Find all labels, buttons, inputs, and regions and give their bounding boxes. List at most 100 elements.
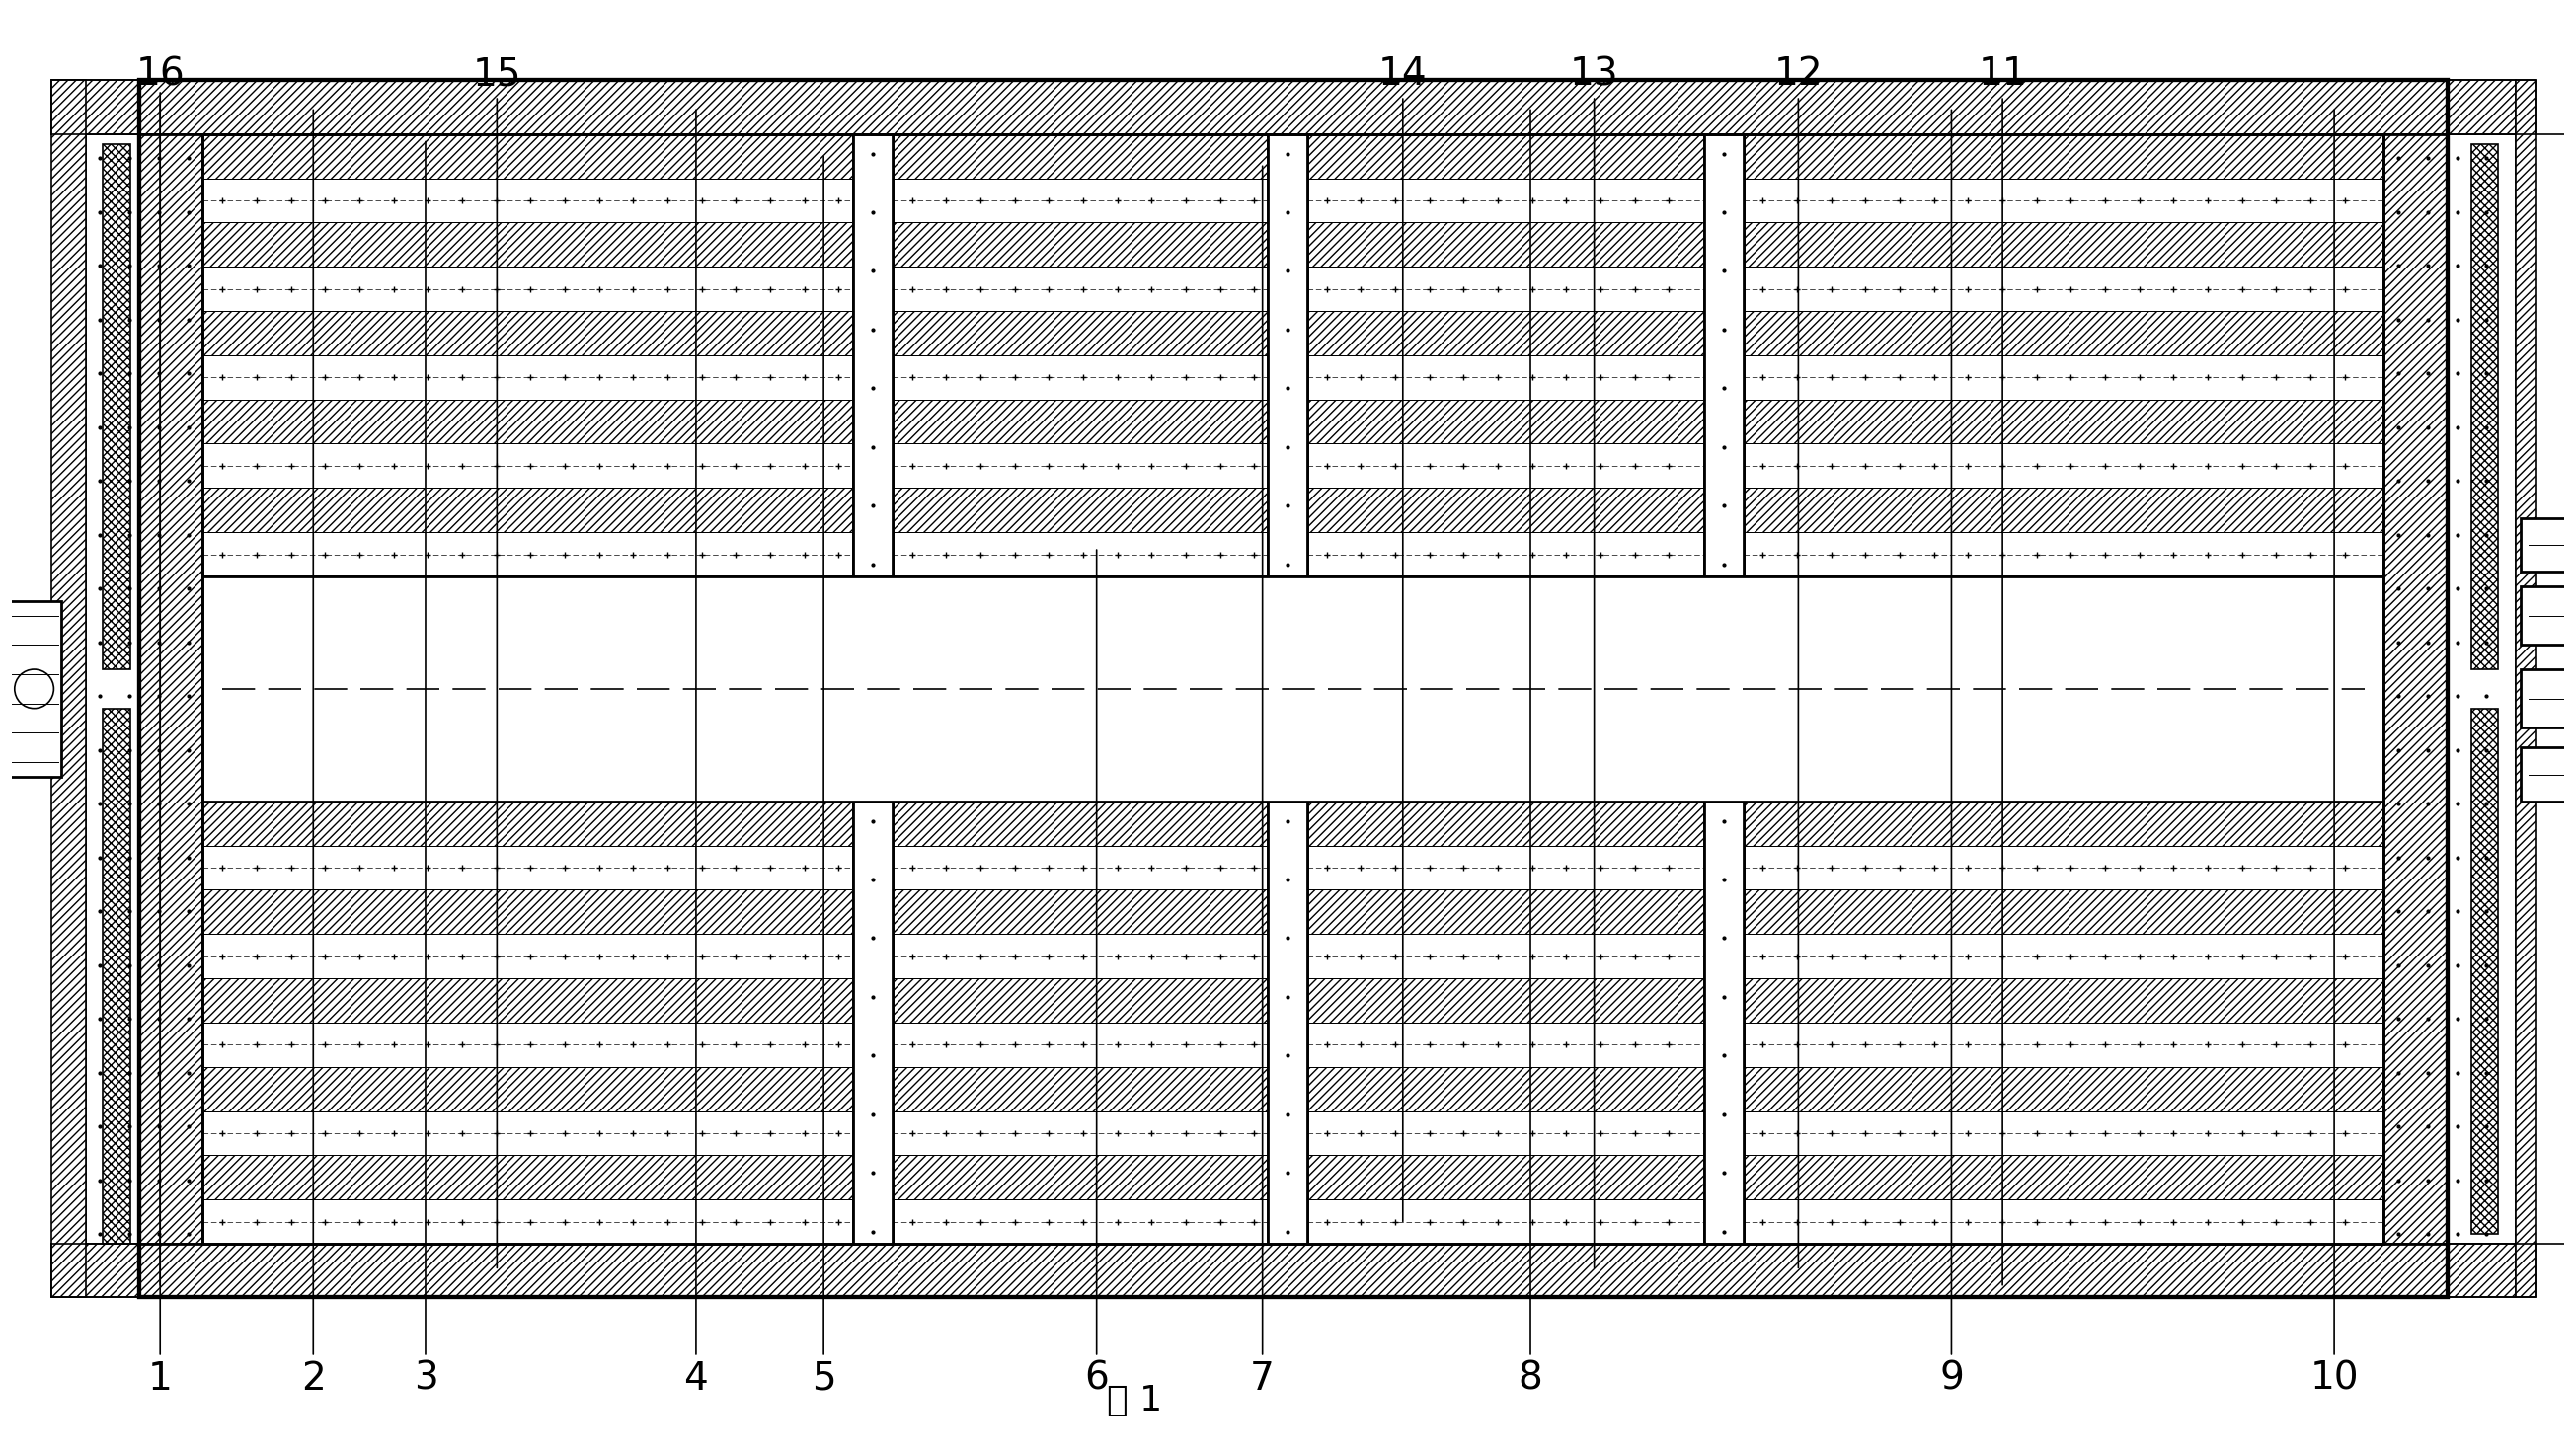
Bar — [1744, 1155, 2383, 1200]
Text: 13: 13 — [1569, 55, 1618, 1268]
Bar — [52, 80, 85, 1298]
Bar — [891, 443, 1267, 488]
Bar — [891, 267, 1267, 311]
Text: 图 1: 图 1 — [1108, 1383, 1162, 1417]
Text: 9: 9 — [1940, 110, 1963, 1398]
Bar — [1705, 134, 1744, 577]
Bar — [1306, 1067, 1705, 1112]
Bar — [204, 134, 853, 577]
Bar — [1306, 443, 1705, 488]
Bar — [891, 400, 1267, 443]
Text: 5: 5 — [811, 157, 835, 1398]
Bar — [891, 1155, 1267, 1200]
Text: 6: 6 — [1084, 549, 1108, 1398]
Bar — [103, 144, 131, 670]
Bar — [891, 134, 1267, 179]
Bar — [1744, 400, 2383, 443]
Bar — [2522, 517, 2576, 571]
Bar — [1744, 532, 2383, 577]
Text: 16: 16 — [137, 55, 185, 1284]
Bar — [1744, 889, 2383, 934]
Bar — [204, 267, 853, 311]
Bar — [204, 889, 853, 934]
Bar — [1744, 801, 2383, 1244]
Bar — [1306, 532, 1705, 577]
Bar — [204, 577, 2383, 801]
Bar — [891, 846, 1267, 889]
Bar — [2517, 80, 2535, 1298]
Bar — [891, 134, 1267, 577]
Bar — [204, 311, 853, 355]
Bar — [891, 222, 1267, 267]
Bar — [891, 978, 1267, 1023]
Bar — [204, 934, 853, 978]
Bar — [1306, 934, 1705, 978]
Bar — [1306, 978, 1705, 1023]
Bar — [204, 1067, 853, 1112]
Bar — [1744, 179, 2383, 222]
Bar — [204, 801, 853, 1244]
Bar — [891, 934, 1267, 978]
Bar — [1306, 134, 1705, 577]
Bar — [204, 222, 853, 267]
Bar — [204, 1023, 853, 1067]
Bar — [204, 134, 853, 179]
Bar — [1744, 1200, 2383, 1244]
Bar — [1744, 311, 2383, 355]
Bar — [1705, 801, 1744, 1244]
Bar — [1744, 978, 2383, 1023]
Text: 4: 4 — [683, 110, 708, 1398]
Bar — [85, 134, 204, 1244]
Bar — [52, 1244, 139, 1298]
Bar — [204, 978, 853, 1023]
Bar — [1744, 134, 2383, 577]
Bar — [139, 80, 2447, 1298]
Bar — [204, 846, 853, 889]
Text: 2: 2 — [301, 110, 325, 1398]
Bar — [204, 801, 853, 846]
Bar — [891, 889, 1267, 934]
Bar — [891, 179, 1267, 222]
Bar — [1267, 134, 1306, 577]
Bar — [1744, 443, 2383, 488]
Bar — [891, 1067, 1267, 1112]
Bar — [139, 1244, 2447, 1298]
Bar — [1306, 267, 1705, 311]
Bar — [1744, 355, 2383, 400]
Text: 1: 1 — [147, 93, 173, 1398]
Bar — [1306, 1155, 1705, 1200]
Bar — [139, 134, 204, 1244]
Bar — [1744, 801, 2383, 846]
Bar — [204, 400, 853, 443]
Bar — [2522, 586, 2576, 645]
Bar — [1306, 488, 1705, 532]
Bar — [1306, 1200, 1705, 1244]
Text: 8: 8 — [1517, 110, 1543, 1398]
Bar — [891, 1023, 1267, 1067]
Bar — [204, 1200, 853, 1244]
Bar — [1306, 179, 1705, 222]
Bar — [2383, 134, 2517, 1244]
Bar — [1744, 846, 2383, 889]
Bar — [1306, 311, 1705, 355]
Bar — [1306, 801, 1705, 1244]
Bar — [1306, 355, 1705, 400]
Bar — [1744, 1112, 2383, 1155]
Bar — [8, 602, 62, 777]
Bar — [891, 311, 1267, 355]
Bar — [2470, 144, 2499, 670]
Bar — [2522, 670, 2576, 728]
Bar — [1306, 134, 1705, 179]
Text: 11: 11 — [1978, 55, 2027, 1284]
Bar — [891, 1112, 1267, 1155]
Bar — [1306, 846, 1705, 889]
Bar — [2447, 1244, 2517, 1298]
Text: 12: 12 — [1775, 55, 1824, 1268]
Text: 15: 15 — [471, 55, 520, 1268]
Bar — [1306, 889, 1705, 934]
Bar — [1744, 1067, 2383, 1112]
Bar — [204, 179, 853, 222]
Bar — [139, 80, 2447, 134]
Text: 14: 14 — [1378, 55, 1427, 1222]
Bar — [1306, 801, 1705, 846]
